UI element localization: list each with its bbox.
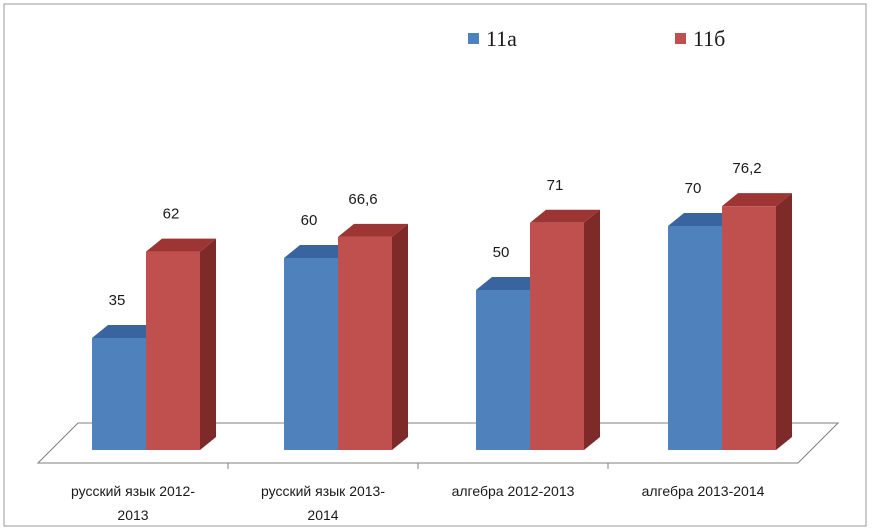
legend-item: 11б [675,26,725,51]
bar-top [668,213,738,226]
labels-layer: 35 62 русский язык 2012- 2013 60 66,6 русский … [71,160,765,523]
legend-label: 11б [693,26,725,51]
bar-top [284,245,354,258]
bar-top [338,223,408,237]
data-label: 66,6 [348,191,377,208]
data-label: 71 [547,177,564,194]
bar-front [668,226,722,450]
bar-front [92,338,146,450]
bar-side [776,193,792,450]
bar-top [146,238,216,252]
data-label: 76,2 [732,160,761,177]
data-label: 62 [163,206,180,223]
bars-layer [92,193,792,469]
category-tick-label: русский язык 2013- [261,483,385,499]
bar-top [722,193,792,207]
chart-floor [36,422,840,464]
bar-top [92,325,162,338]
category-tick-label: русский язык 2012- [71,483,195,499]
data-label: 35 [109,292,126,309]
category-tick-label: 2013 [117,507,148,523]
bar [146,238,216,450]
bar-front [284,258,338,450]
bar-side [392,223,408,450]
bar-side [584,209,600,450]
category-tick-label: 2014 [307,507,338,523]
bar [530,209,600,450]
legend-item: 11а [468,26,517,51]
data-label: 70 [685,180,702,197]
bar-side [200,238,216,450]
bar-top [530,209,600,223]
bar [338,223,408,450]
bar-front [476,290,530,450]
legend-swatch [468,33,479,44]
bar-front [722,206,776,450]
bar-top [476,277,546,290]
category-tick-label: алгебра 2012-2013 [452,483,575,499]
bar-front [338,236,392,450]
legend: 11а 11б [468,26,725,51]
legend-swatch [675,33,686,44]
bar-front [530,222,584,450]
data-label: 60 [301,212,318,229]
legend-label: 11а [486,26,517,51]
data-label: 50 [493,244,510,261]
category-tick-label: алгебра 2013-2014 [642,483,765,499]
bar [722,193,792,450]
bar-front [146,251,200,450]
